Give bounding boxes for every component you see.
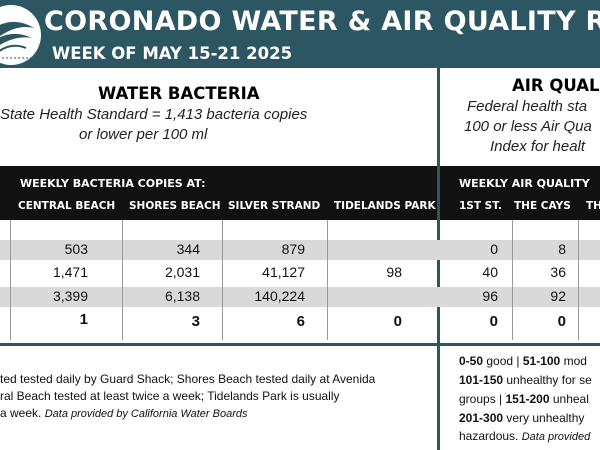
water-note-line: ted tested daily by Guard Shack; Shores … (0, 372, 376, 386)
column-header: 1ST ST. (459, 200, 502, 212)
logo-icon (0, 5, 41, 65)
table-cell: 503 (64, 241, 88, 257)
aqi-scale-line: 201-300 very unhealthy (459, 411, 584, 425)
column-divider (222, 220, 223, 340)
column-divider (327, 220, 328, 340)
air-standard-line: 100 or less Air Qua (464, 118, 592, 135)
aqi-range: 101-150 (459, 373, 504, 387)
column-divider (578, 220, 579, 340)
table-cell-count: 0 (393, 313, 402, 330)
aqi-range: 201-300 (459, 411, 504, 425)
air-section-title: AIR QUALIT (512, 76, 600, 95)
table-cell-count: 1 (79, 311, 88, 328)
table-cell-count: 6 (296, 313, 305, 330)
aqi-label: unhealthy for se (503, 373, 592, 387)
table-cell: 92 (550, 288, 566, 304)
aqi-label: unheal (549, 392, 589, 406)
table-cell: 140,224 (254, 288, 305, 304)
water-note-text: a week. (0, 406, 42, 420)
column-divider (512, 220, 513, 340)
table-cell: 2,031 (164, 264, 200, 280)
aqi-label: very unhealthy (503, 411, 585, 425)
page-subtitle: WEEK OF MAY 15-21 2025 (52, 44, 293, 63)
column-header: SILVER STRAND (228, 200, 321, 212)
table-cell-count: 0 (489, 313, 498, 330)
table-cell: 344 (176, 241, 200, 257)
aqi-range: 151-200 (505, 392, 550, 406)
table-cell: 40 (482, 264, 498, 280)
table-cell: 3,399 (52, 288, 88, 304)
water-standard-line: or lower per 100 ml (79, 126, 208, 143)
table-row-stripe (0, 240, 600, 260)
aqi-scale-line: 0-50 good | 51-100 mod (459, 354, 587, 368)
aqi-label: groups | (459, 392, 506, 406)
table-cell: 98 (386, 264, 402, 280)
footer-rule (440, 343, 600, 346)
aqi-range: 51-100 (522, 354, 561, 368)
aqi-label: good | (483, 354, 523, 368)
table-row-stripe (0, 287, 600, 307)
air-standard-line: Federal health sta (467, 98, 588, 115)
table-cell: 6,138 (164, 288, 200, 304)
aqi-label: mod (560, 354, 587, 368)
air-data-credit: Data provided (521, 431, 591, 443)
water-standard-line: State Health Standard = 1,413 bacteria c… (0, 106, 308, 123)
water-note-line: ral Beach tested at least twice a week; … (0, 389, 340, 403)
water-table-header (0, 166, 437, 220)
water-table-title: WEEKLY BACTERIA COPIES AT: (20, 177, 206, 190)
aqi-scale-line: hazardous. Data provided (459, 429, 590, 443)
aqi-scale-line: groups | 151-200 unheal (459, 392, 589, 406)
column-header: CENTRAL BEACH (18, 200, 116, 212)
table-cell: 1,471 (52, 264, 88, 280)
aqi-label: hazardous. (459, 429, 522, 443)
air-table-title: WEEKLY AIR QUALITY (459, 177, 590, 190)
water-section-title: WATER BACTERIA (98, 84, 260, 103)
table-cell: 8 (558, 241, 566, 257)
table-cell: 36 (550, 264, 566, 280)
air-standard-line: Index for healt (490, 138, 586, 155)
column-header: SHORES BEACH (129, 200, 221, 212)
page-title: CORONADO WATER & AIR QUALITY REPO (44, 6, 600, 37)
column-header: THE CAYS (514, 200, 571, 212)
aqi-scale-line: 101-150 unhealthy for se (459, 373, 592, 387)
table-cell-count: 3 (191, 313, 200, 330)
table-cell: 41,127 (262, 264, 305, 280)
table-cell: 0 (490, 241, 498, 257)
aqi-range: 0-50 (459, 354, 484, 368)
column-header: TIDELANDS PARK (334, 200, 436, 212)
column-divider (122, 220, 123, 340)
table-cell: 96 (482, 288, 498, 304)
air-table-header (440, 166, 600, 220)
footer-rule (0, 343, 437, 346)
column-divider (10, 220, 11, 340)
table-cell: 879 (281, 241, 305, 257)
column-header: TH (586, 200, 600, 212)
table-cell-count: 0 (557, 313, 566, 330)
water-data-credit: Data provided by California Water Boards (44, 408, 248, 420)
header-banner: CORONADO WATER & AIR QUALITY REPO WEEK O… (0, 0, 600, 68)
water-note-line: a week. Data provided by California Wate… (0, 405, 248, 423)
